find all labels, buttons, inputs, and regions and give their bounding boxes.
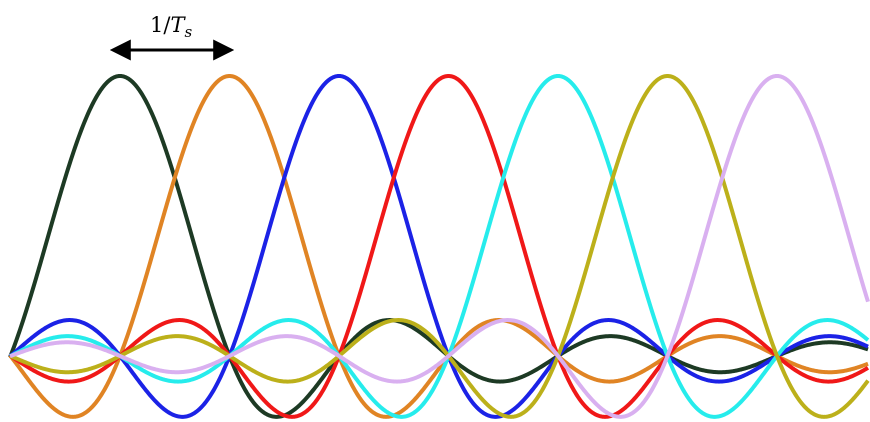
spacing-label-prefix: 1/ [150, 13, 171, 37]
pulse-3 [8, 74, 869, 419]
pulse-2 [8, 74, 869, 419]
pulse-1 [8, 74, 869, 419]
pulse-5 [9, 74, 870, 419]
spacing-label-symbol: T [170, 13, 186, 37]
pulse-6 [9, 74, 870, 419]
spacing-label: 1/Ts [150, 13, 192, 41]
pulse-4 [8, 74, 870, 419]
spacing-label-subscript: s [184, 23, 192, 41]
pulses-group [8, 74, 870, 419]
pulse-7 [9, 74, 870, 419]
